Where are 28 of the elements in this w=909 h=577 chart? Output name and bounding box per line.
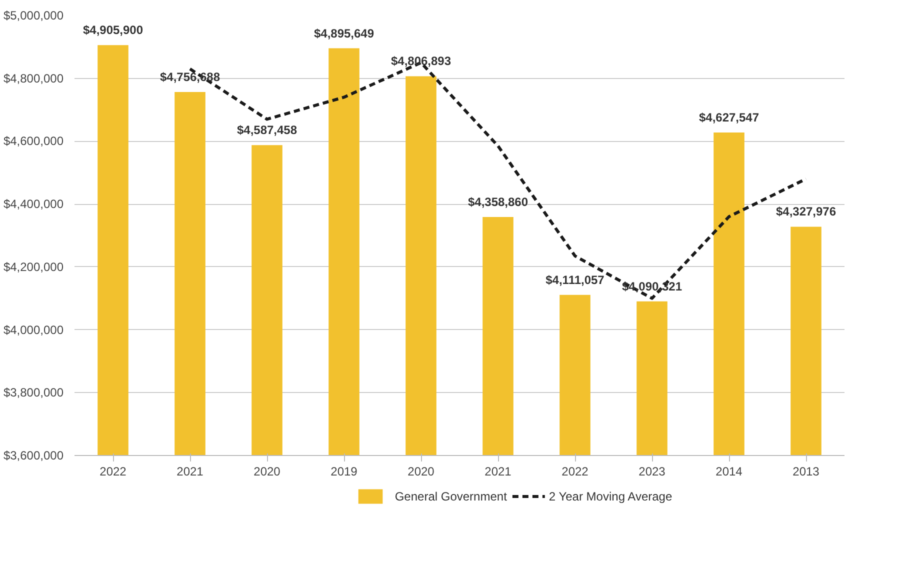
legend-label: 2 Year Moving Average [548, 490, 672, 504]
x-tick-label: 2014 [716, 464, 743, 478]
data-label: $4,587,458 [236, 123, 298, 138]
legend-label: General Government [394, 490, 508, 504]
data-label: $4,358,860 [468, 195, 528, 209]
x-tick-label: 2020 [408, 464, 435, 478]
x-tick-label: 2022 [562, 464, 589, 478]
x-tick-label: 2023 [638, 464, 666, 478]
y-tick-label: $4,400,000 [3, 197, 64, 212]
y-tick-label: $3,800,000 [3, 386, 64, 400]
data-label: $4,627,547 [698, 110, 760, 125]
x-tick-label: 2020 [254, 464, 281, 478]
x-tick-label: 2021 [484, 464, 512, 478]
x-tick-label: 2019 [330, 464, 358, 478]
y-tick-label: $4,800,000 [3, 71, 64, 86]
data-label: $4,111,057 [546, 272, 605, 287]
x-tick-label: 2013 [792, 464, 820, 478]
data-label: $4,327,976 [776, 204, 836, 219]
x-tick-label: 2021 [176, 464, 204, 478]
y-tick-label: $5,000,000 [3, 8, 64, 22]
y-tick-label: $4,200,000 [3, 260, 64, 274]
y-tick-label: $4,000,000 [3, 322, 64, 337]
x-tick-label: 2022 [100, 464, 127, 478]
y-tick-label: $3,600,000 [3, 448, 64, 462]
y-tick-label: $4,600,000 [3, 134, 64, 148]
data-label: $4,806,893 [390, 54, 452, 68]
data-label: $4,895,649 [314, 26, 374, 40]
data-label: $4,905,900 [82, 23, 144, 38]
